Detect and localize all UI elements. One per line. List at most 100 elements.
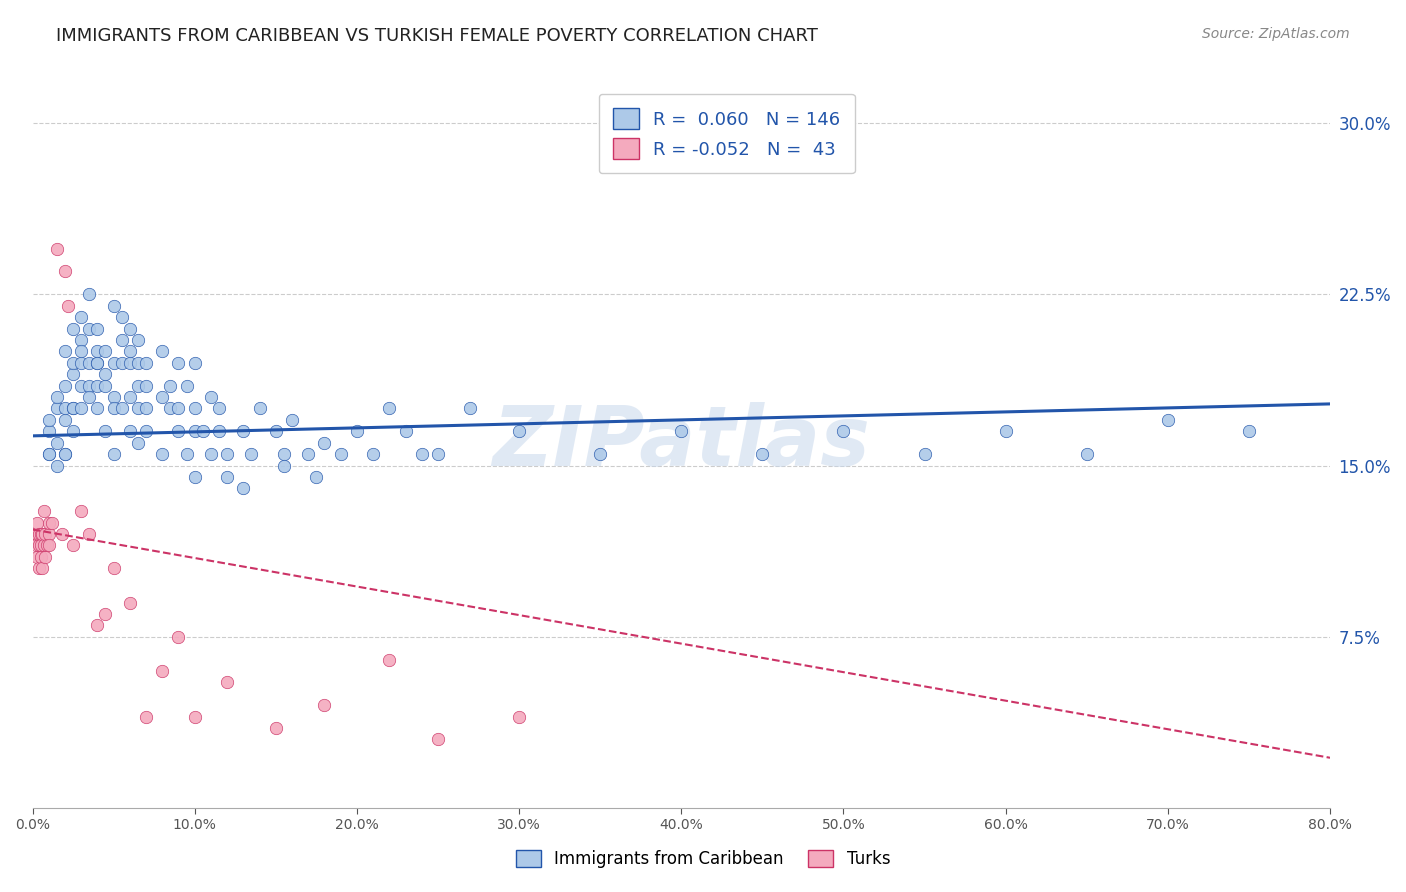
Point <box>167 630 190 644</box>
Point <box>589 447 612 461</box>
Point <box>70 333 93 347</box>
Point <box>62 401 84 416</box>
Point <box>249 401 271 416</box>
Point <box>38 413 60 427</box>
Point <box>62 401 84 416</box>
Point <box>38 447 60 461</box>
Point <box>53 264 76 278</box>
Point <box>86 356 108 370</box>
Text: Source: ZipAtlas.com: Source: ZipAtlas.com <box>1202 27 1350 41</box>
Point <box>751 447 773 461</box>
Point <box>314 698 336 713</box>
Point <box>217 447 239 461</box>
Point <box>56 299 79 313</box>
Point <box>297 447 319 461</box>
Point <box>86 321 108 335</box>
Point <box>38 538 60 552</box>
Point <box>27 516 49 530</box>
Point <box>35 538 58 552</box>
Point <box>159 401 181 416</box>
Point <box>183 709 205 723</box>
Point <box>77 527 100 541</box>
Point <box>45 435 67 450</box>
Point <box>232 425 254 439</box>
Point <box>103 561 125 575</box>
Point <box>77 390 100 404</box>
Point <box>273 447 295 461</box>
Point <box>70 310 93 325</box>
Point <box>183 401 205 416</box>
Point <box>38 425 60 439</box>
Point <box>135 425 157 439</box>
Point <box>94 425 117 439</box>
Point <box>53 344 76 359</box>
Point <box>167 356 190 370</box>
Point <box>127 435 149 450</box>
Point <box>111 333 134 347</box>
Point <box>118 356 141 370</box>
Point <box>305 470 328 484</box>
Point <box>77 356 100 370</box>
Point <box>34 549 56 564</box>
Point <box>94 344 117 359</box>
Text: IMMIGRANTS FROM CARIBBEAN VS TURKISH FEMALE POVERTY CORRELATION CHART: IMMIGRANTS FROM CARIBBEAN VS TURKISH FEM… <box>56 27 818 45</box>
Point <box>94 607 117 621</box>
Point <box>411 447 433 461</box>
Point <box>508 709 530 723</box>
Point <box>111 356 134 370</box>
Point <box>94 368 117 382</box>
Point <box>346 425 368 439</box>
Point <box>70 504 93 518</box>
Point <box>45 390 67 404</box>
Point <box>281 413 304 427</box>
Point <box>38 527 60 541</box>
Point <box>70 378 93 392</box>
Point <box>135 378 157 392</box>
Point <box>94 378 117 392</box>
Point <box>240 447 263 461</box>
Point <box>994 425 1017 439</box>
Point <box>103 390 125 404</box>
Point <box>150 344 173 359</box>
Point <box>118 390 141 404</box>
Point <box>264 425 287 439</box>
Point <box>62 321 84 335</box>
Point <box>378 401 401 416</box>
Point <box>77 287 100 301</box>
Point <box>118 321 141 335</box>
Point <box>427 447 450 461</box>
Point <box>176 378 198 392</box>
Legend: R =  0.060   N = 146, R = -0.052   N =  43: R = 0.060 N = 146, R = -0.052 N = 43 <box>599 94 855 173</box>
Point <box>832 425 855 439</box>
Point <box>232 482 254 496</box>
Point <box>273 458 295 473</box>
Point <box>1237 425 1260 439</box>
Point <box>86 356 108 370</box>
Point <box>38 516 60 530</box>
Text: ZIPatlas: ZIPatlas <box>492 402 870 483</box>
Point <box>135 401 157 416</box>
Point <box>460 401 482 416</box>
Point <box>45 242 67 256</box>
Point <box>53 378 76 392</box>
Point <box>27 527 49 541</box>
Point <box>24 538 46 552</box>
Point <box>378 652 401 666</box>
Point <box>32 538 55 552</box>
Point <box>135 356 157 370</box>
Point <box>167 425 190 439</box>
Point <box>191 425 214 439</box>
Point <box>183 356 205 370</box>
Point <box>45 401 67 416</box>
Point <box>70 401 93 416</box>
Point <box>28 538 51 552</box>
Point <box>77 321 100 335</box>
Point <box>127 401 149 416</box>
Point <box>103 356 125 370</box>
Point <box>150 390 173 404</box>
Point <box>32 504 55 518</box>
Point <box>217 675 239 690</box>
Point <box>53 413 76 427</box>
Point <box>217 470 239 484</box>
Point <box>508 425 530 439</box>
